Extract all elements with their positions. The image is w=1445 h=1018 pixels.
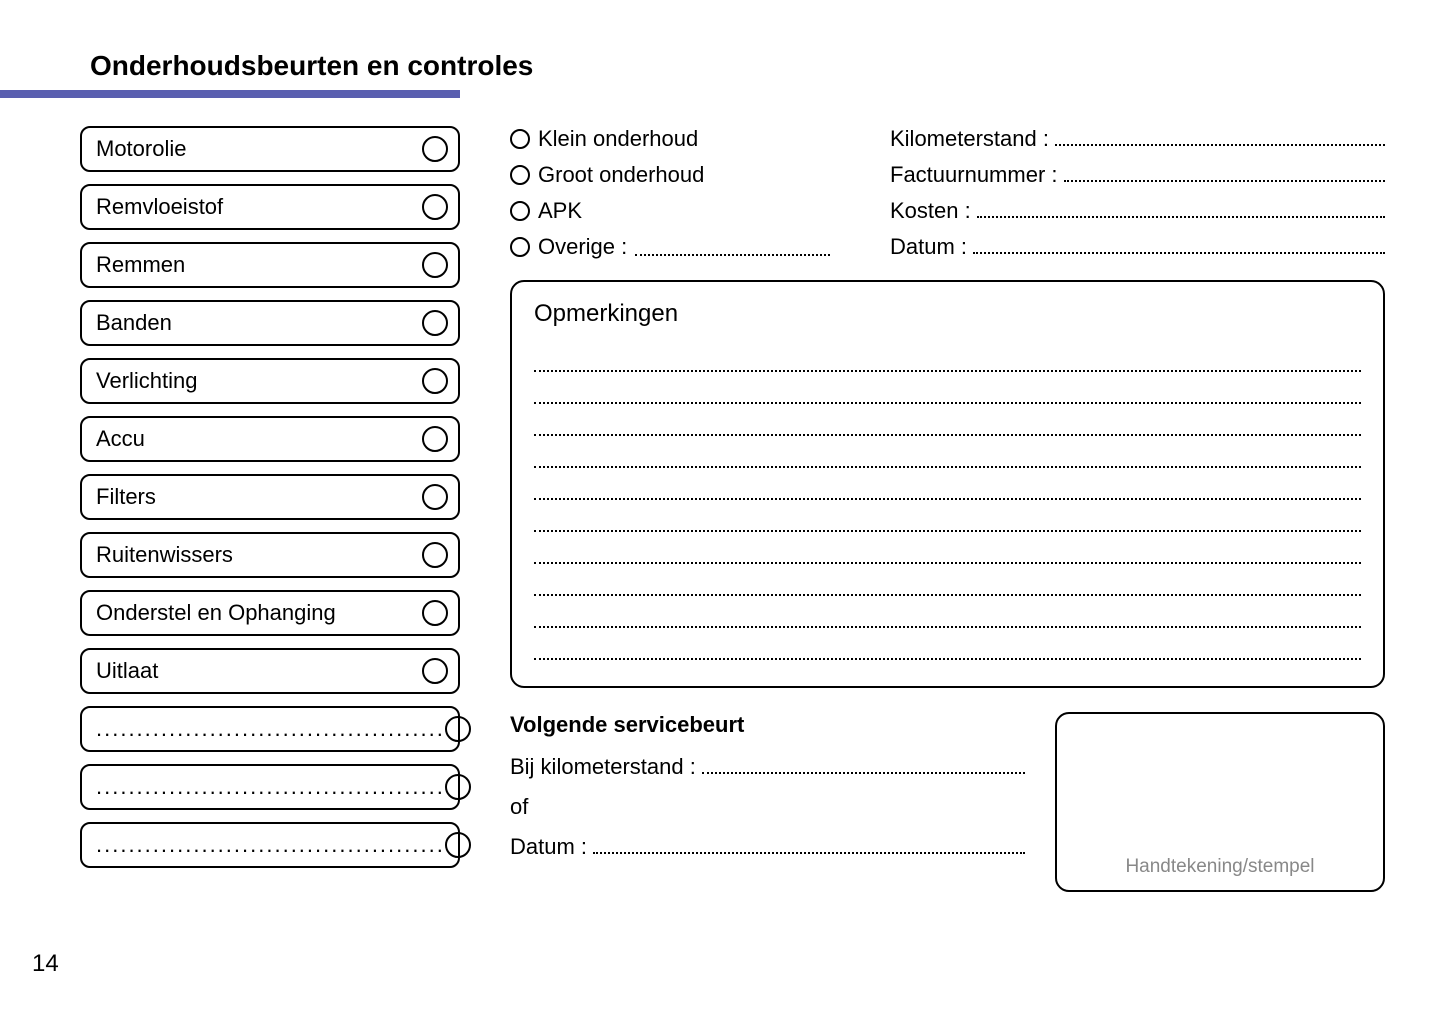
radio-circle-icon[interactable]: [510, 129, 530, 149]
remark-line[interactable]: [534, 568, 1361, 596]
service-type-label: APK: [538, 198, 582, 224]
detail-field[interactable]: Kosten :: [890, 198, 1385, 224]
checklist-item-blank[interactable]: ........................................…: [80, 764, 460, 810]
service-type-options: Klein onderhoud Groot onderhoud APK Overige…: [510, 126, 830, 260]
signature-box[interactable]: Handtekening/stempel: [1055, 712, 1385, 892]
remark-line[interactable]: [534, 504, 1361, 532]
next-date-field[interactable]: Datum :: [510, 834, 1025, 860]
checklist-item-blank[interactable]: ........................................…: [80, 706, 460, 752]
remark-line[interactable]: [534, 536, 1361, 564]
remark-line[interactable]: [534, 344, 1361, 372]
service-type-label: Klein onderhoud: [538, 126, 698, 152]
checklist-column: Motorolie Remvloeistof Remmen Banden Verlich…: [80, 126, 460, 892]
page-title: Onderhoudsbeurten en controles: [90, 50, 1385, 82]
title-rule: [0, 90, 460, 98]
signature-label: Handtekening/stempel: [1125, 856, 1314, 878]
checklist-blank-fill[interactable]: ........................................…: [96, 716, 445, 742]
service-type-option[interactable]: Klein onderhoud: [510, 126, 830, 152]
checklist-item-label: Uitlaat: [96, 658, 158, 684]
checklist-item-label: Ruitenwissers: [96, 542, 233, 568]
checkbox-circle-icon[interactable]: [445, 716, 471, 742]
checklist-item[interactable]: Filters: [80, 474, 460, 520]
radio-circle-icon[interactable]: [510, 237, 530, 257]
radio-circle-icon[interactable]: [510, 201, 530, 221]
checklist-item[interactable]: Uitlaat: [80, 648, 460, 694]
checklist-item-label: Onderstel en Ophanging: [96, 600, 336, 626]
next-service-title: Volgende servicebeurt: [510, 712, 1025, 738]
remarks-box: Opmerkingen: [510, 280, 1385, 688]
next-date-fill[interactable]: [593, 836, 1025, 854]
detail-field-label: Datum :: [890, 234, 967, 260]
radio-circle-icon[interactable]: [510, 165, 530, 185]
service-type-option[interactable]: Groot onderhoud: [510, 162, 830, 188]
checklist-item[interactable]: Remmen: [80, 242, 460, 288]
checkbox-circle-icon[interactable]: [422, 310, 448, 336]
checkbox-circle-icon[interactable]: [422, 426, 448, 452]
detail-field-fill[interactable]: [977, 200, 1385, 218]
checklist-item-blank[interactable]: ........................................…: [80, 822, 460, 868]
next-km-label: Bij kilometerstand :: [510, 754, 696, 780]
next-date-label: Datum :: [510, 834, 587, 860]
detail-field-label: Kosten :: [890, 198, 971, 224]
checklist-item[interactable]: Motorolie: [80, 126, 460, 172]
checklist-item[interactable]: Remvloeistof: [80, 184, 460, 230]
remark-line[interactable]: [534, 376, 1361, 404]
detail-field[interactable]: Datum :: [890, 234, 1385, 260]
checkbox-circle-icon[interactable]: [445, 774, 471, 800]
checklist-item[interactable]: Accu: [80, 416, 460, 462]
checkbox-circle-icon[interactable]: [422, 484, 448, 510]
next-km-fill[interactable]: [702, 756, 1025, 774]
checkbox-circle-icon[interactable]: [422, 194, 448, 220]
detail-field[interactable]: Kilometerstand :: [890, 126, 1385, 152]
checkbox-circle-icon[interactable]: [422, 368, 448, 394]
detail-field-fill[interactable]: [973, 236, 1385, 254]
checkbox-circle-icon[interactable]: [422, 658, 448, 684]
checklist-item-label: Remmen: [96, 252, 185, 278]
page-number: 14: [32, 950, 59, 978]
service-type-label: Overige :: [538, 234, 627, 260]
checkbox-circle-icon[interactable]: [422, 600, 448, 626]
detail-fields: Kilometerstand : Factuurnummer : Kosten : D…: [890, 126, 1385, 260]
checklist-item[interactable]: Onderstel en Ophanging: [80, 590, 460, 636]
service-type-option[interactable]: Overige :: [510, 234, 830, 260]
checklist-blank-fill[interactable]: ........................................…: [96, 832, 445, 858]
checklist-item-label: Verlichting: [96, 368, 198, 394]
service-type-fill[interactable]: [635, 238, 830, 256]
checklist-item-label: Accu: [96, 426, 145, 452]
service-type-option[interactable]: APK: [510, 198, 830, 224]
remark-line[interactable]: [534, 472, 1361, 500]
checkbox-circle-icon[interactable]: [422, 136, 448, 162]
checklist-item[interactable]: Verlichting: [80, 358, 460, 404]
remark-line[interactable]: [534, 408, 1361, 436]
next-service-section: Volgende servicebeurt Bij kilometerstand…: [510, 712, 1025, 892]
checklist-item[interactable]: Ruitenwissers: [80, 532, 460, 578]
checklist-item-label: Banden: [96, 310, 172, 336]
remark-line[interactable]: [534, 632, 1361, 660]
checklist-item[interactable]: Banden: [80, 300, 460, 346]
next-km-field[interactable]: Bij kilometerstand :: [510, 754, 1025, 780]
detail-field-label: Factuurnummer :: [890, 162, 1058, 188]
checkbox-circle-icon[interactable]: [422, 542, 448, 568]
checklist-item-label: Remvloeistof: [96, 194, 223, 220]
detail-field-fill[interactable]: [1055, 128, 1385, 146]
checkbox-circle-icon[interactable]: [422, 252, 448, 278]
detail-field-fill[interactable]: [1064, 164, 1386, 182]
checklist-item-label: Filters: [96, 484, 156, 510]
remark-line[interactable]: [534, 600, 1361, 628]
next-of-label: of: [510, 794, 1025, 820]
checkbox-circle-icon[interactable]: [445, 832, 471, 858]
remarks-title: Opmerkingen: [534, 300, 1361, 328]
checklist-item-label: Motorolie: [96, 136, 186, 162]
service-type-label: Groot onderhoud: [538, 162, 704, 188]
detail-field[interactable]: Factuurnummer :: [890, 162, 1385, 188]
detail-field-label: Kilometerstand :: [890, 126, 1049, 152]
checklist-blank-fill[interactable]: ........................................…: [96, 774, 445, 800]
remark-line[interactable]: [534, 440, 1361, 468]
